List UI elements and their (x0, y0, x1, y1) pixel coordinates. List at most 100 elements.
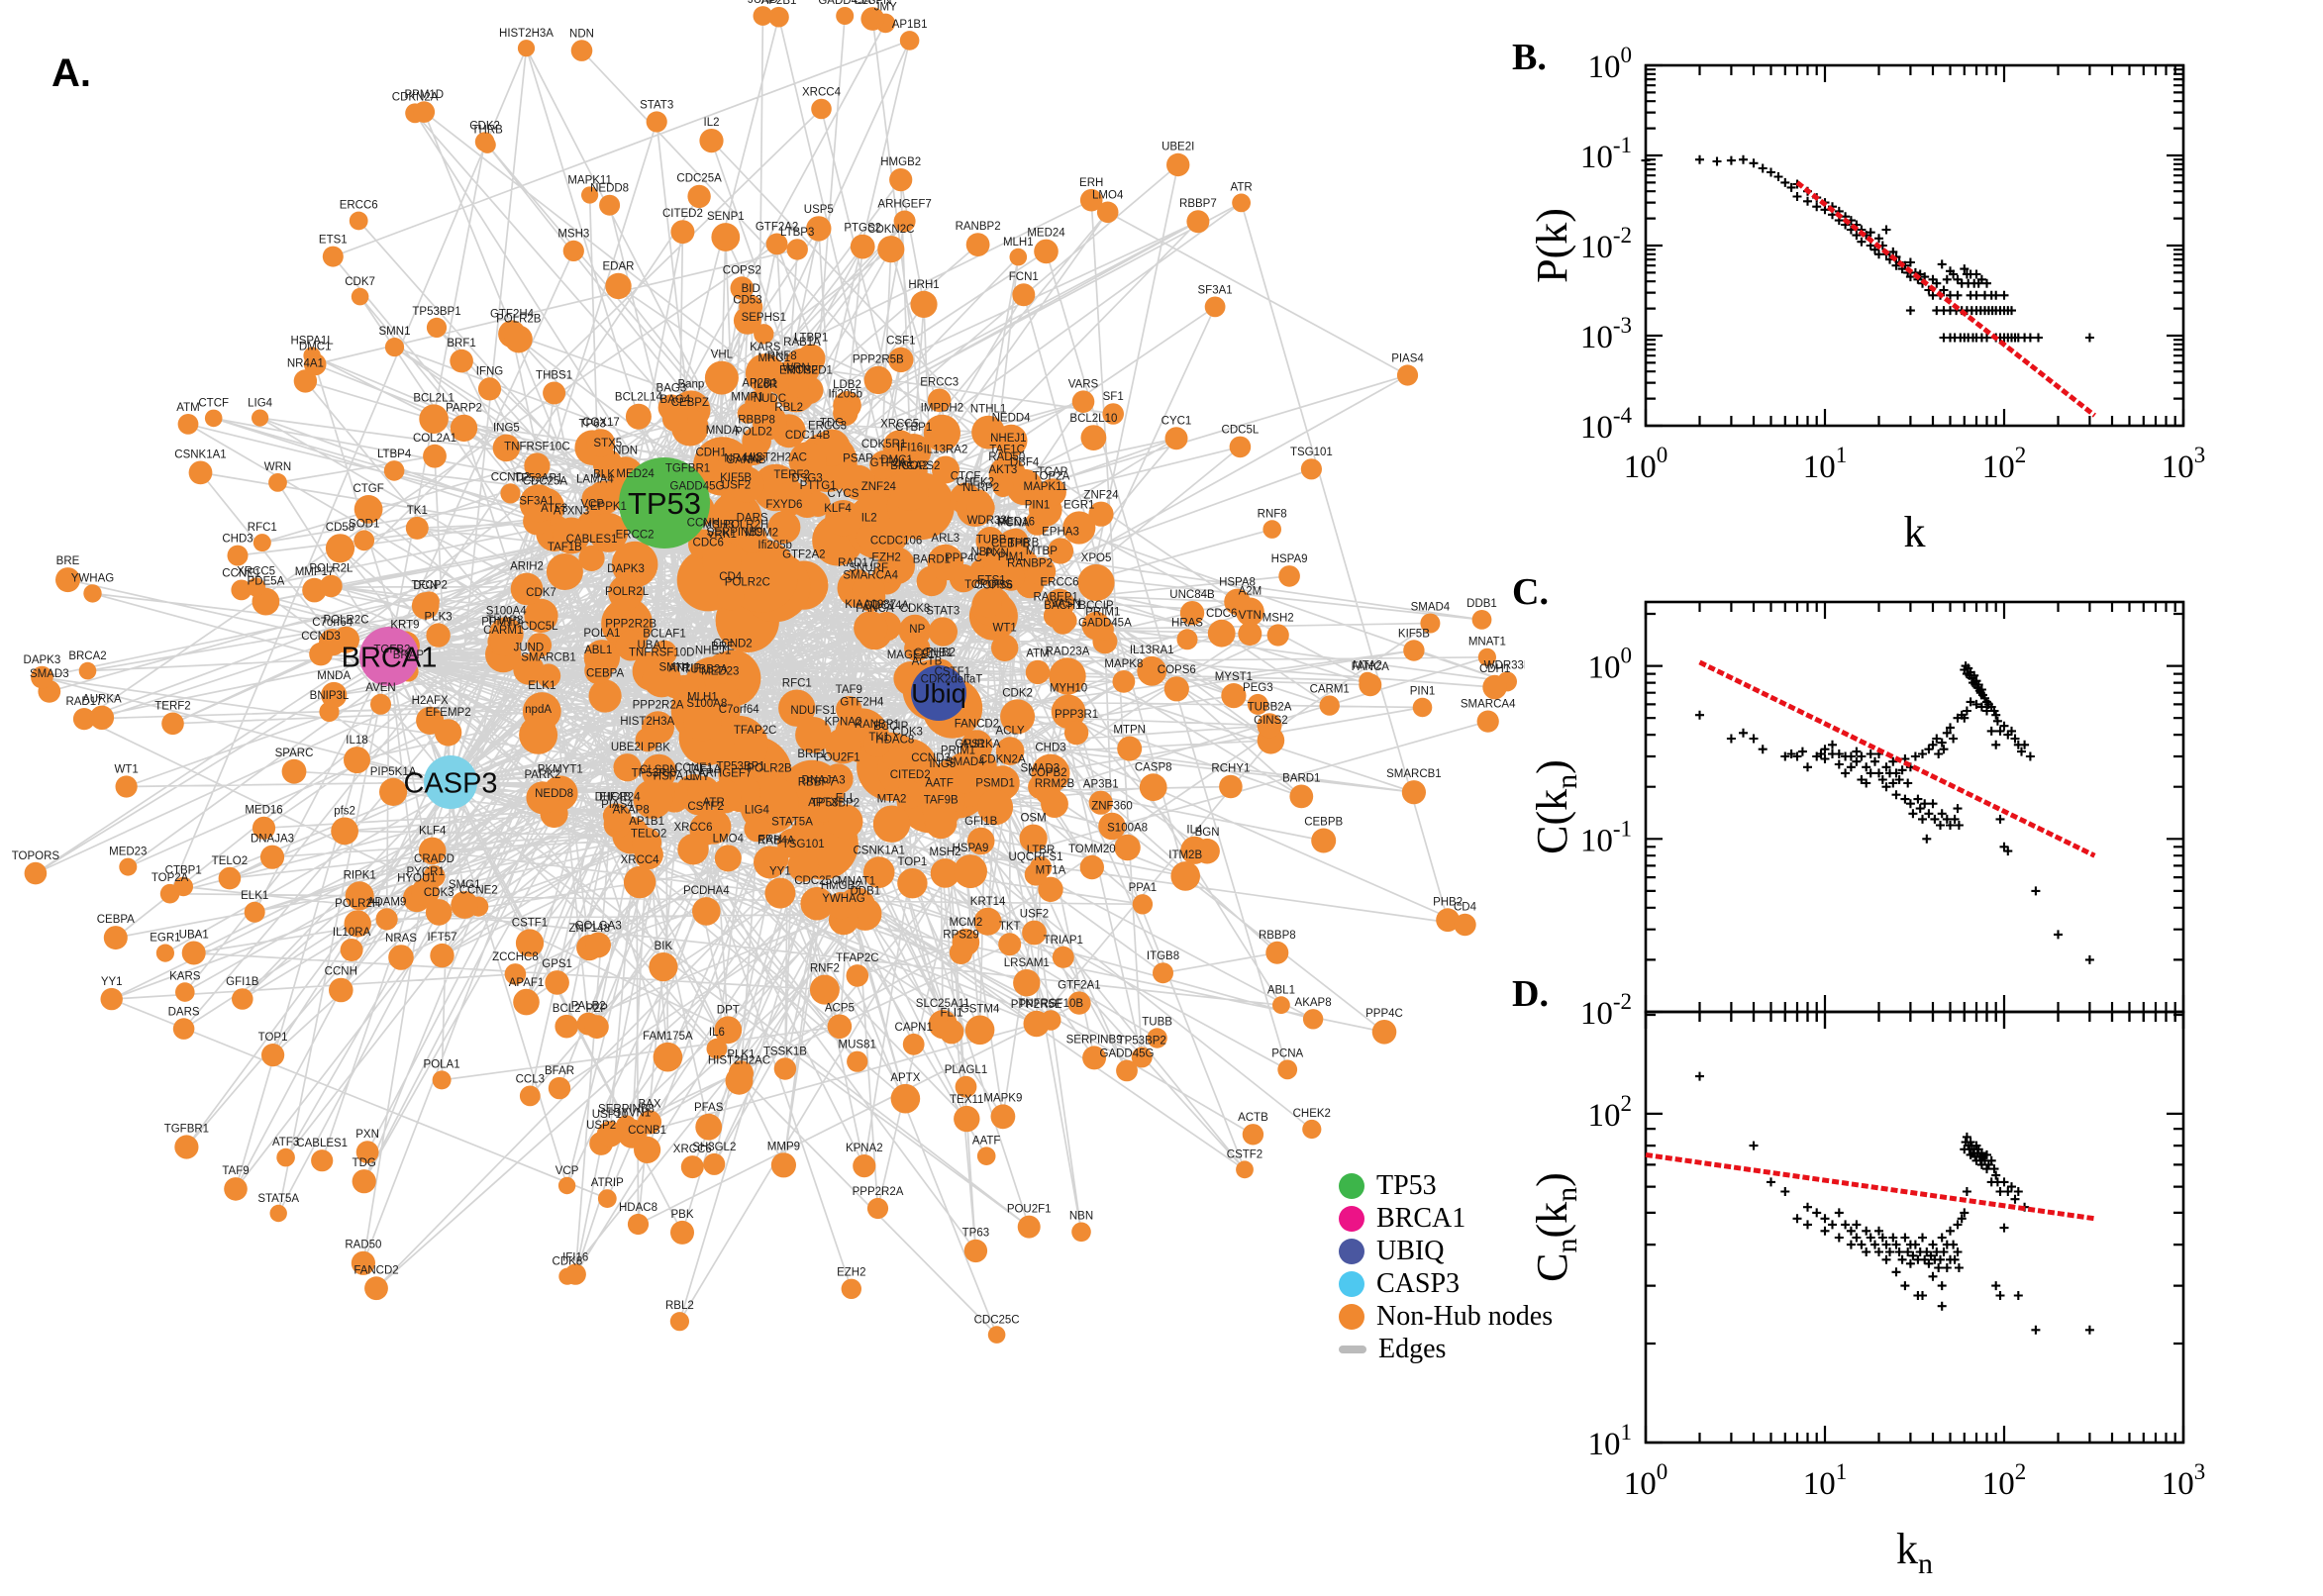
gene-node (882, 746, 908, 771)
gene-node (1257, 713, 1282, 739)
svg-text:HSPA9: HSPA9 (1271, 553, 1308, 565)
svg-text:SNURF: SNURF (849, 562, 888, 574)
gene-node (767, 511, 801, 544)
gene-node (976, 1147, 996, 1165)
gene-node (1420, 613, 1441, 634)
svg-text:POLR2L: POLR2L (605, 586, 650, 598)
svg-text:SMARCA4: SMARCA4 (843, 569, 898, 581)
svg-text:CCNB1: CCNB1 (628, 1125, 666, 1137)
gene-node (1163, 676, 1189, 702)
svg-text:BLK: BLK (593, 469, 615, 481)
gene-node (1022, 920, 1047, 946)
svg-text:STAT5A: STAT5A (257, 1193, 299, 1205)
svg-text:TSSK1B: TSSK1B (763, 1046, 807, 1057)
svg-text:RAB1A: RAB1A (783, 337, 821, 349)
gene-node (1278, 565, 1300, 587)
svg-text:ARHGEF7: ARHGEF7 (698, 768, 752, 780)
svg-text:NRAS: NRAS (385, 933, 417, 945)
svg-text:ERH: ERH (1079, 177, 1103, 189)
svg-text:HMGB2: HMGB2 (880, 156, 921, 168)
axis-tick-label: 101 (1803, 1459, 1848, 1502)
gene-node (1019, 824, 1048, 852)
svg-text:AURKA: AURKA (961, 739, 1001, 750)
svg-text:PRIM1: PRIM1 (1085, 607, 1120, 619)
gene-node (174, 1135, 199, 1159)
svg-text:IFI16: IFI16 (897, 443, 923, 454)
svg-text:NHEJ1: NHEJ1 (990, 433, 1026, 445)
svg-text:PARP2: PARP2 (446, 403, 482, 415)
axis-tick-label: 10-1 (1580, 816, 1632, 858)
svg-text:GTF2A2: GTF2A2 (756, 222, 798, 234)
gene-node (181, 941, 206, 965)
svg-text:ITM2B: ITM2B (1168, 849, 1202, 861)
svg-text:CCNE2: CCNE2 (459, 885, 498, 897)
svg-text:JMY: JMY (687, 771, 710, 783)
gene-node (687, 775, 720, 809)
svg-text:SMARCA4: SMARCA4 (1461, 699, 1516, 711)
gene-node (578, 545, 605, 572)
svg-text:MSH2: MSH2 (930, 847, 961, 858)
svg-text:STAT5A: STAT5A (771, 817, 813, 829)
svg-text:SEPHS1: SEPHS1 (742, 312, 786, 324)
svg-text:CSTF1: CSTF1 (512, 917, 548, 929)
svg-text:TNFRSF10B: TNFRSF10B (1018, 998, 1083, 1010)
gene-node (642, 711, 674, 745)
gene-node (1236, 1160, 1254, 1179)
gene-node (744, 816, 770, 843)
gene-node (1247, 693, 1268, 715)
gene-node (1017, 1215, 1041, 1239)
svg-text:DPT: DPT (717, 1004, 740, 1016)
svg-text:MAPK8: MAPK8 (1104, 658, 1143, 670)
gene-node (599, 194, 621, 216)
svg-text:CDK2: CDK2 (469, 120, 500, 132)
svg-text:KIF5B: KIF5B (720, 472, 752, 484)
svg-text:MLH1: MLH1 (687, 691, 718, 703)
gene-node (419, 591, 440, 612)
gene-node (1041, 790, 1068, 818)
legend-item-casp3: CASP3 (1339, 1267, 1553, 1300)
svg-text:GADD45G: GADD45G (670, 480, 725, 492)
svg-text:CDK3: CDK3 (892, 727, 923, 739)
gene-node (800, 886, 834, 921)
svg-text:ATR: ATR (703, 797, 725, 809)
gene-node (1477, 648, 1496, 666)
svg-text:TERF2: TERF2 (154, 701, 190, 713)
svg-text:FANCA: FANCA (856, 603, 894, 615)
svg-text:RANBP2: RANBP2 (1007, 558, 1053, 570)
svg-text:MMP9: MMP9 (767, 1141, 800, 1152)
svg-text:DAPK3: DAPK3 (607, 563, 645, 575)
svg-text:HYOU1: HYOU1 (397, 872, 437, 884)
svg-text:MTA2: MTA2 (877, 794, 907, 806)
node-color-swatch (1339, 1270, 1364, 1297)
gene-node (825, 728, 861, 764)
gene-node (992, 475, 1014, 497)
svg-text:TSG101: TSG101 (782, 839, 825, 850)
svg-text:LAMA4: LAMA4 (576, 473, 614, 485)
svg-text:EPPK1: EPPK1 (590, 501, 627, 513)
svg-text:DARS: DARS (168, 1006, 200, 1018)
svg-text:IFNG: IFNG (476, 365, 504, 377)
svg-text:OSM: OSM (1020, 813, 1046, 825)
svg-text:TK1: TK1 (868, 732, 889, 744)
gene-node (714, 845, 742, 872)
svg-text:TOP2A: TOP2A (1033, 471, 1070, 483)
svg-text:TSG101: TSG101 (1290, 447, 1333, 458)
gene-node (1034, 239, 1059, 264)
gene-node (737, 524, 767, 553)
svg-text:PXN: PXN (355, 1129, 379, 1141)
gene-node (773, 1057, 797, 1080)
svg-text:CSTF2: CSTF2 (687, 801, 723, 813)
svg-text:WDR33L: WDR33L (1484, 659, 1525, 671)
svg-text:MSH2: MSH2 (1262, 612, 1294, 624)
svg-text:PIAS4: PIAS4 (601, 799, 634, 811)
gene-node (714, 1016, 743, 1045)
legend-item-label: BRCA1 (1376, 1202, 1466, 1234)
svg-text:POLR2L: POLR2L (309, 563, 354, 575)
svg-text:CSTF2: CSTF2 (1227, 1148, 1262, 1160)
gene-node (696, 809, 732, 845)
gene-node (841, 1278, 861, 1300)
svg-text:RAD17: RAD17 (65, 696, 102, 708)
gene-node (862, 856, 895, 888)
gene-node (998, 444, 1019, 464)
gene-node (652, 640, 677, 666)
